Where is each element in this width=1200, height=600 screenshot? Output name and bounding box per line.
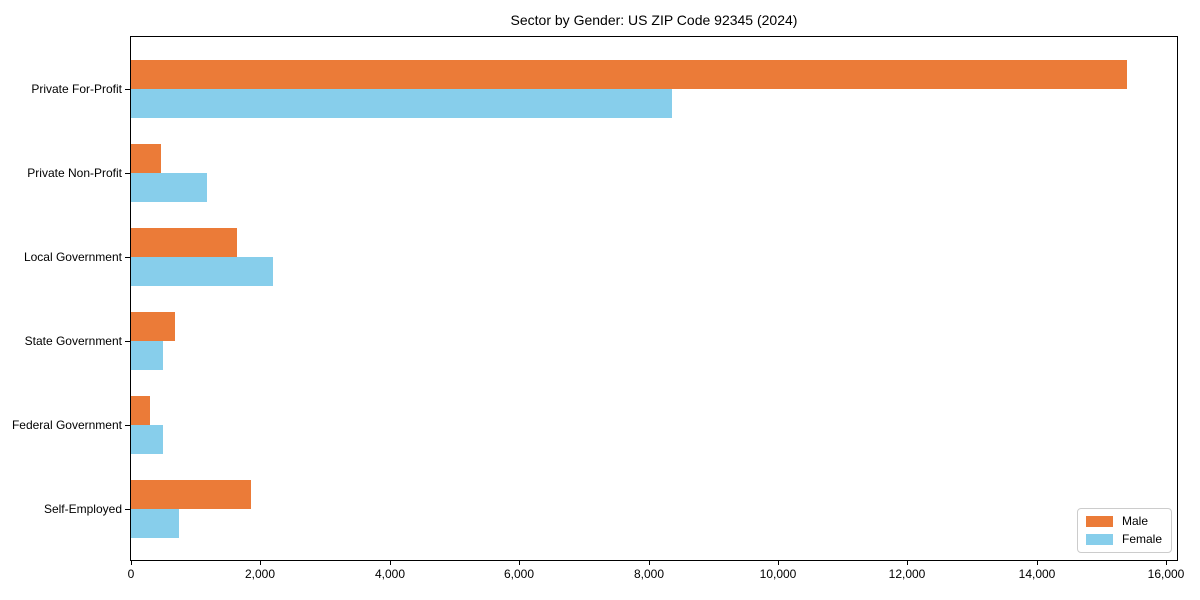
x-tick-label-10000: 10,000	[759, 567, 797, 581]
bar-female-private-non-profit	[131, 173, 207, 202]
legend-item-male: Male	[1085, 514, 1162, 528]
y-label-federal-government: Federal Government	[11, 418, 122, 432]
bar-female-self-employed	[131, 509, 179, 538]
x-tick-12000	[907, 561, 908, 565]
y-label-state-government: State Government	[24, 334, 122, 348]
y-tick-local-government	[125, 257, 130, 258]
y-tick-private-non-profit	[125, 173, 130, 174]
x-tick-label-8000: 8,000	[633, 567, 665, 581]
x-tick-label-2000: 2,000	[244, 567, 276, 581]
legend-label-male: Male	[1121, 514, 1148, 528]
legend-item-female: Female	[1085, 532, 1162, 546]
x-tick-8000	[649, 561, 650, 565]
bar-male-self-employed	[131, 480, 251, 509]
y-label-self-employed: Self-Employed	[43, 502, 122, 516]
y-tick-federal-government	[125, 425, 130, 426]
bar-male-private-non-profit	[131, 144, 161, 173]
x-tick-0	[131, 561, 132, 565]
bar-female-state-government	[131, 341, 163, 370]
x-tick-2000	[260, 561, 261, 565]
y-label-local-government: Local Government	[23, 250, 122, 264]
chart-title: Sector by Gender: US ZIP Code 92345 (202…	[510, 12, 798, 28]
x-tick-16000	[1166, 561, 1167, 565]
legend: Male Female	[1076, 508, 1172, 553]
bar-male-local-government	[131, 228, 237, 257]
y-label-private-for-profit: Private For-Profit	[31, 82, 122, 96]
x-tick-label-4000: 4,000	[374, 567, 406, 581]
bar-male-private-for-profit	[131, 60, 1127, 89]
x-tick-10000	[778, 561, 779, 565]
x-tick-4000	[390, 561, 391, 565]
y-tick-self-employed	[125, 509, 130, 510]
x-tick-14000	[1037, 561, 1038, 565]
bar-female-federal-government	[131, 425, 163, 454]
legend-swatch-female	[1085, 534, 1113, 545]
x-tick-label-14000: 14,000	[1018, 567, 1056, 581]
x-tick-6000	[519, 561, 520, 565]
bar-male-state-government	[131, 312, 175, 341]
y-tick-state-government	[125, 341, 130, 342]
legend-swatch-male	[1085, 516, 1113, 527]
y-label-private-non-profit: Private Non-Profit	[27, 166, 122, 180]
x-tick-label-12000: 12,000	[888, 567, 926, 581]
y-tick-private-for-profit	[125, 89, 130, 90]
x-tick-label-16000: 16,000	[1147, 567, 1185, 581]
bar-female-local-government	[131, 257, 273, 286]
bar-female-private-for-profit	[131, 89, 672, 118]
x-tick-label-6000: 6,000	[503, 567, 535, 581]
plot-area: Male Female	[130, 36, 1178, 561]
bar-male-federal-government	[131, 396, 150, 425]
x-tick-label-0: 0	[127, 567, 135, 581]
legend-label-female: Female	[1121, 532, 1162, 546]
